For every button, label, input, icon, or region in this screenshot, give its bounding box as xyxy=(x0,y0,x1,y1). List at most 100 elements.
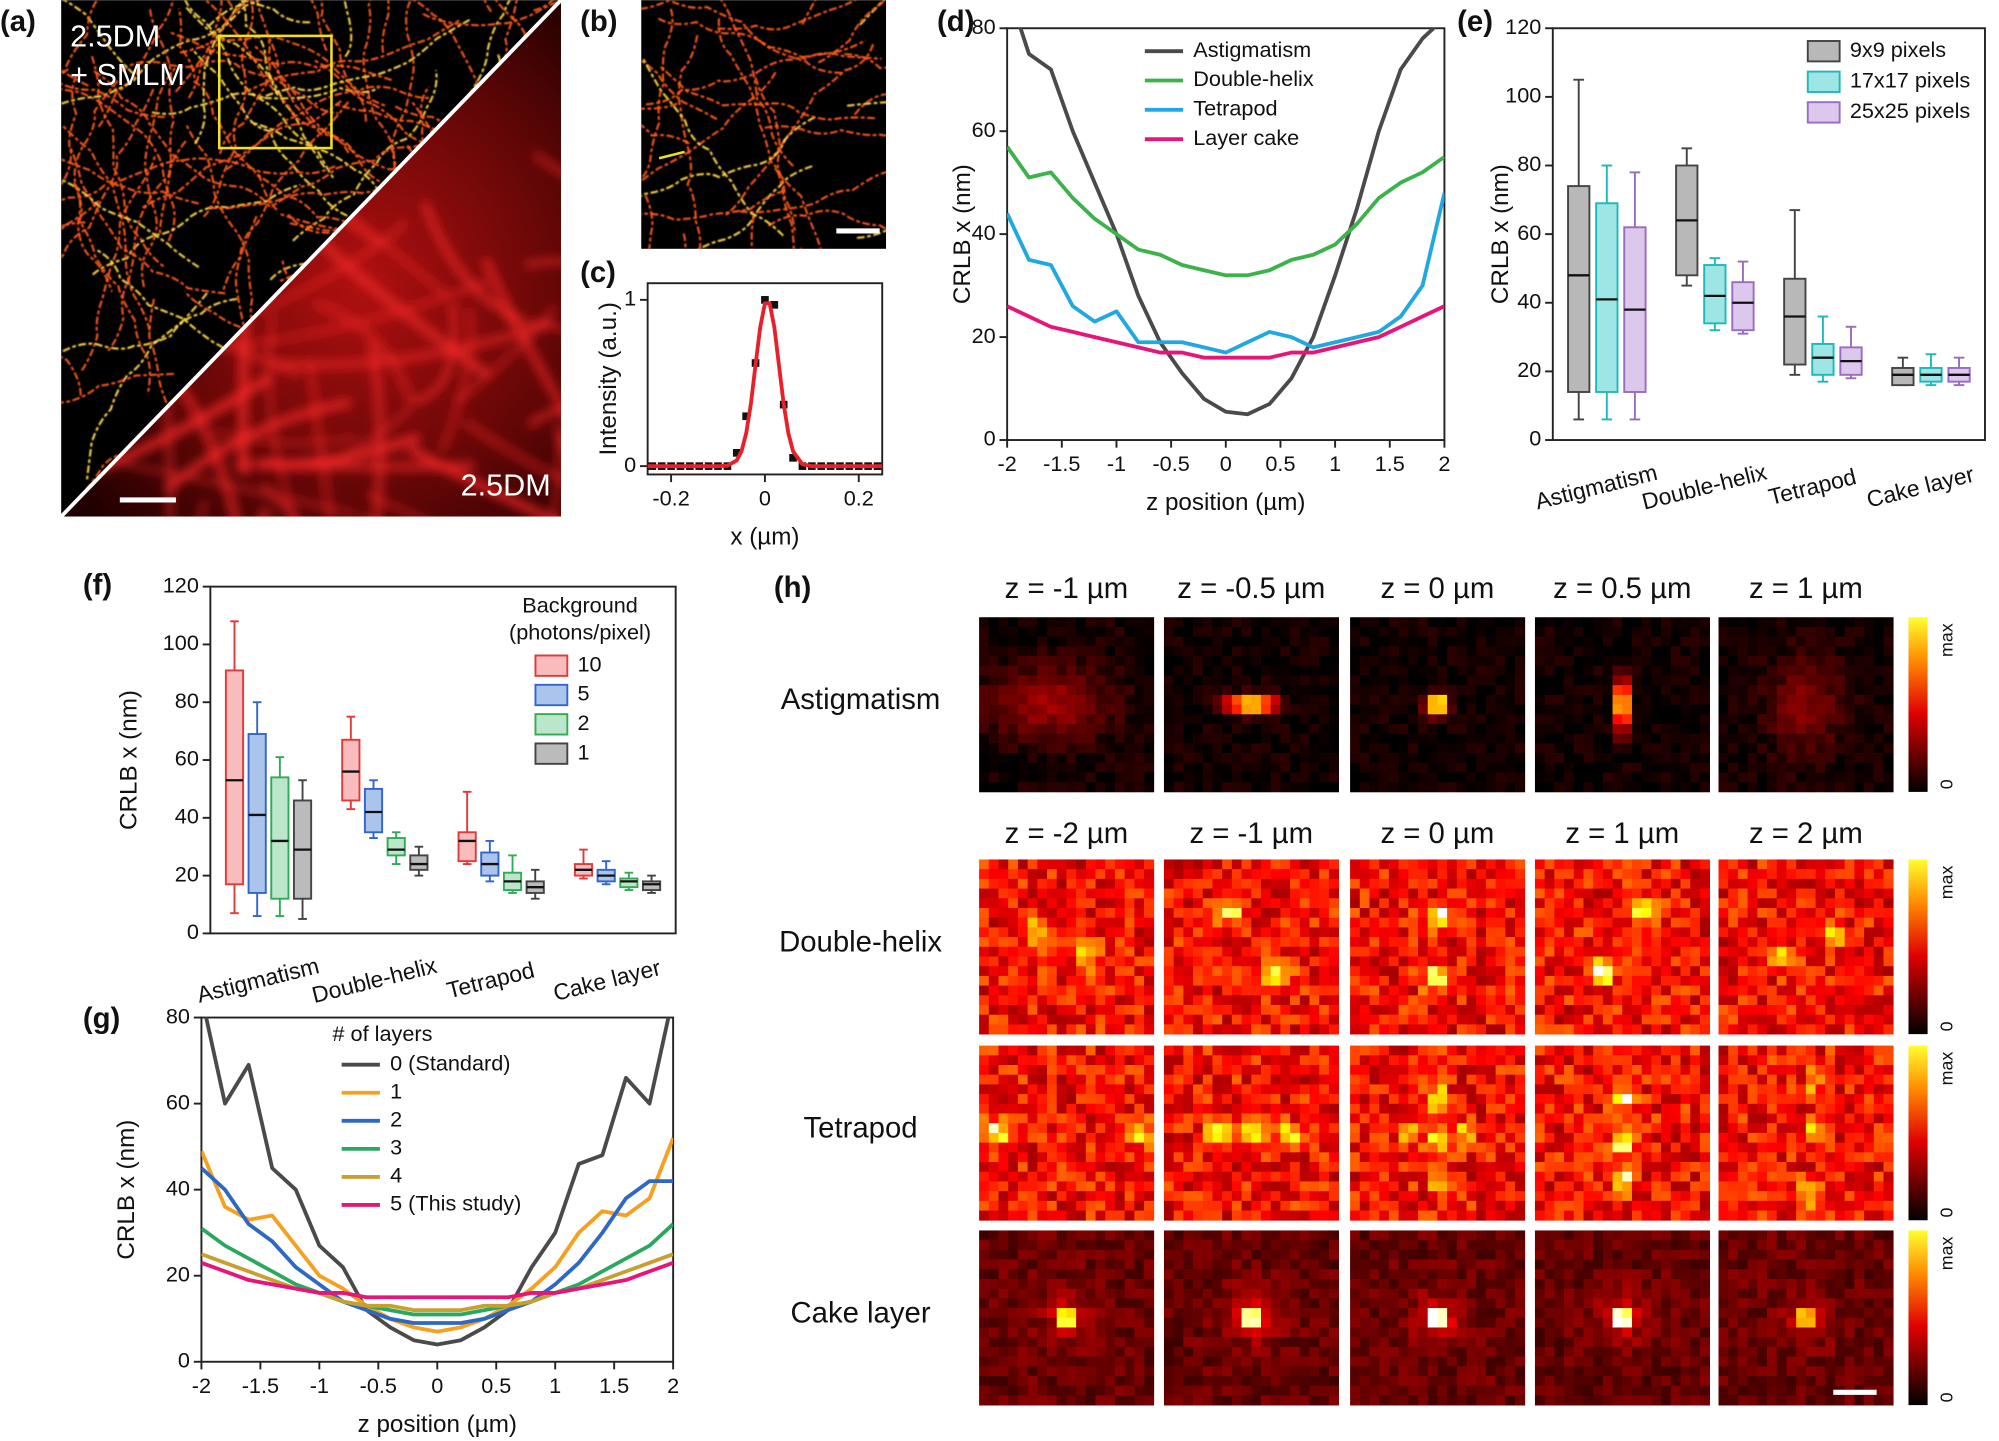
pixel xyxy=(1027,966,1038,977)
pixel xyxy=(1680,1210,1691,1221)
filament xyxy=(169,31,392,81)
pixel xyxy=(1573,704,1584,715)
pixel xyxy=(1661,743,1672,754)
pixel xyxy=(1631,1024,1643,1035)
pixel xyxy=(1260,704,1272,715)
pixel xyxy=(1757,1014,1768,1025)
pixel xyxy=(1427,995,1438,1006)
pixel xyxy=(1173,878,1184,889)
pixel xyxy=(1437,1162,1448,1173)
pixel xyxy=(1251,995,1262,1006)
pixel xyxy=(1076,1123,1087,1134)
pixel xyxy=(1583,937,1594,948)
pixel xyxy=(1095,907,1106,919)
pixel xyxy=(1447,1123,1458,1134)
pixel xyxy=(1085,1005,1096,1016)
pixel xyxy=(998,878,1009,889)
pixel xyxy=(1767,694,1778,705)
pixel xyxy=(1260,1200,1272,1211)
pixel xyxy=(1495,898,1506,909)
pixel xyxy=(1631,1064,1643,1076)
pixel xyxy=(1193,946,1204,957)
pixel xyxy=(1427,869,1438,880)
pixel xyxy=(1183,636,1194,647)
pixel xyxy=(1437,1181,1448,1192)
pixel xyxy=(1612,985,1623,996)
pixel xyxy=(1202,762,1213,773)
pixel xyxy=(1622,733,1633,744)
pixel xyxy=(1466,665,1477,676)
pixel xyxy=(1270,1142,1281,1153)
pixel xyxy=(1825,1132,1836,1144)
pixel xyxy=(1260,714,1272,725)
pixel xyxy=(1398,1005,1409,1016)
pixel xyxy=(1222,743,1233,754)
pixel xyxy=(1622,927,1633,938)
pixel xyxy=(1134,878,1145,889)
pixel xyxy=(1231,946,1242,957)
filament xyxy=(454,304,559,404)
pixel xyxy=(1379,1152,1390,1163)
pixel xyxy=(1757,888,1768,899)
pixel xyxy=(1008,1152,1019,1163)
pixel xyxy=(1202,975,1213,986)
pixel xyxy=(998,917,1009,928)
pixel xyxy=(1456,772,1467,783)
pixel xyxy=(1231,1024,1242,1035)
pixel xyxy=(1776,1181,1787,1192)
pixel xyxy=(1398,946,1409,957)
pixel xyxy=(1612,1152,1623,1163)
pixel xyxy=(1447,995,1458,1006)
pixel xyxy=(1408,1200,1419,1211)
pixel xyxy=(1114,772,1126,783)
pixel xyxy=(1309,937,1320,948)
pixel xyxy=(1815,1055,1826,1066)
pixel xyxy=(1796,1024,1807,1035)
pixel xyxy=(1864,995,1875,1006)
pixel xyxy=(1379,1191,1390,1202)
pixel xyxy=(1251,859,1262,870)
filament xyxy=(186,0,279,96)
pixel xyxy=(1815,617,1826,628)
pixel xyxy=(1505,1123,1516,1134)
pixel xyxy=(1505,723,1516,735)
pixel xyxy=(1767,704,1778,715)
pixel xyxy=(1505,1014,1516,1025)
pixel xyxy=(1095,956,1106,967)
pixel xyxy=(1622,869,1633,880)
pixel xyxy=(1437,859,1448,870)
pixel xyxy=(1437,675,1448,686)
pixel xyxy=(1222,907,1233,919)
pixel xyxy=(1231,1123,1242,1134)
pixel xyxy=(1202,888,1213,899)
pixel xyxy=(1369,1084,1380,1095)
pixel xyxy=(1825,1005,1836,1016)
pixel xyxy=(1699,878,1710,889)
pixel xyxy=(979,907,990,919)
pixel xyxy=(1388,1045,1399,1056)
pixel xyxy=(1690,995,1701,1006)
pixel xyxy=(1534,1210,1546,1221)
pixel xyxy=(1299,1200,1310,1211)
pixel xyxy=(1554,1113,1565,1124)
pixel xyxy=(1776,898,1787,909)
pixel xyxy=(1222,1074,1233,1085)
pixel xyxy=(1163,1084,1175,1095)
pixel xyxy=(1047,1123,1058,1134)
pixel xyxy=(1641,878,1652,889)
pixel xyxy=(1319,927,1330,938)
filament xyxy=(91,183,301,276)
pixel xyxy=(1379,1200,1390,1211)
pixel xyxy=(1231,888,1242,899)
pixel xyxy=(1661,1103,1672,1114)
pixel xyxy=(1202,966,1213,977)
pixel xyxy=(1747,694,1758,705)
pixel xyxy=(1388,907,1399,919)
pixel xyxy=(1796,1074,1807,1085)
pixel xyxy=(1260,1123,1272,1134)
pixel xyxy=(1554,1084,1565,1095)
pixel xyxy=(1447,675,1458,686)
pixel xyxy=(1815,733,1826,744)
pixel xyxy=(1564,907,1575,919)
pixel xyxy=(1534,1055,1546,1066)
